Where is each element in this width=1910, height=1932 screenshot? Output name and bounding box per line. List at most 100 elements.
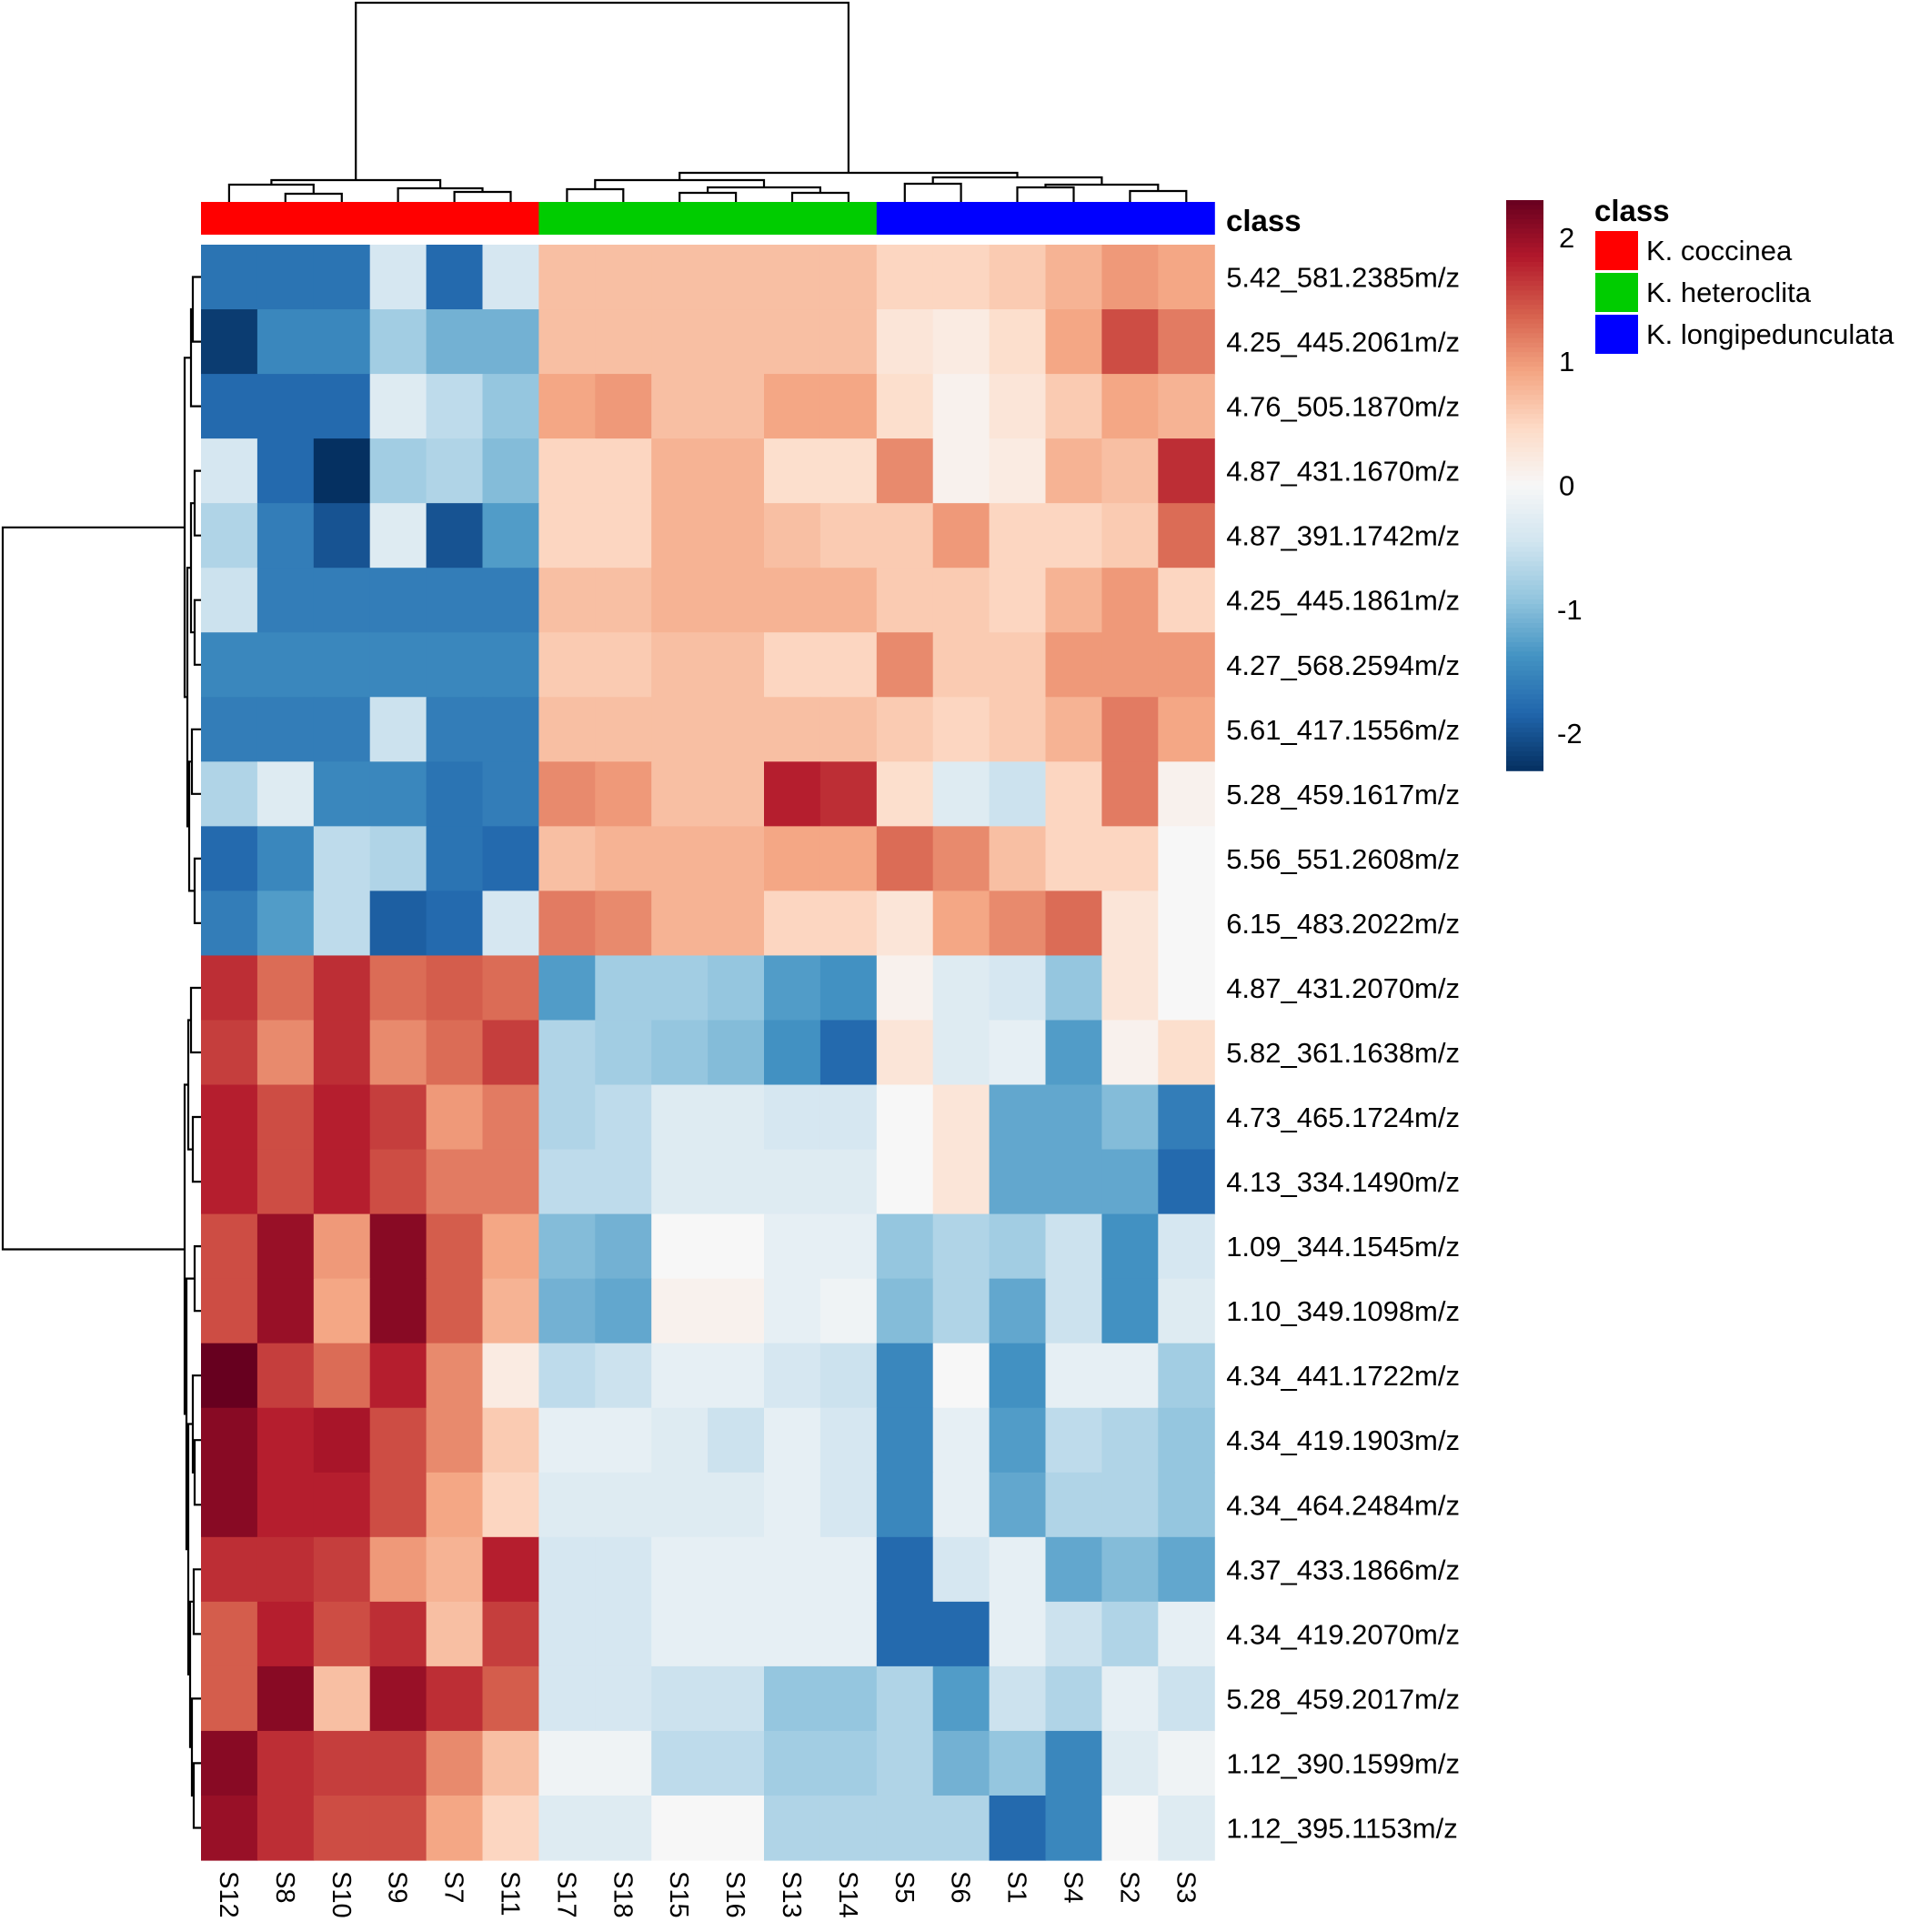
column-label: S6 [946,1871,975,1903]
column-label: S13 [777,1871,806,1918]
heatmap-cell [932,503,990,569]
heatmap-cell [482,1343,539,1409]
heatmap-cell [313,1795,371,1861]
column-label: S12 [214,1871,243,1918]
heatmap-cell [1045,761,1102,827]
heatmap-cell [651,1795,709,1861]
heatmap-cell [764,1536,821,1603]
heatmap-cell [426,1343,484,1409]
heatmap-cell [538,1278,596,1344]
heatmap-cell [595,1601,652,1667]
heatmap-cell [819,309,878,375]
heatmap-cell [651,1213,709,1280]
heatmap-cell [708,632,765,698]
row-label: 5.56_551.2608m/z [1226,843,1460,875]
color-scale-step [1506,542,1543,548]
heatmap-cell [876,309,934,375]
heatmap-cell [651,697,709,762]
heatmap-cell [1045,826,1102,891]
color-scale-step [1506,547,1543,553]
class-bar-segment [313,202,371,235]
legend-label: K. heteroclita [1646,277,1812,308]
heatmap-cell [1045,955,1102,1021]
color-scale-step [1506,442,1543,448]
heatmap-cell [932,1795,990,1861]
column-dendrogram-link [903,182,962,202]
heatmap-cell [369,1084,427,1151]
heatmap-cell [876,1536,934,1603]
heatmap-cell [1045,1730,1102,1796]
color-scale-step [1506,404,1543,410]
heatmap-cell [651,503,709,569]
heatmap-cell [201,438,258,504]
color-scale-step [1506,594,1543,600]
color-scale-step [1506,418,1543,425]
row-dendrogram-link [193,1439,201,1506]
heatmap-cell [989,955,1047,1021]
column-dendrogram-link [790,191,849,202]
heatmap-cell [369,503,427,569]
heatmap-cell [256,1278,315,1344]
heatmap-cell [819,568,878,633]
color-scale-step [1506,722,1543,729]
heatmap-cell [538,697,596,762]
heatmap-cell [1045,374,1102,439]
color-scale-step [1506,228,1543,235]
color-scale-step [1506,209,1543,216]
heatmap-cell [538,438,596,504]
heatmap-cell [595,309,652,375]
heatmap-cell [1101,1278,1159,1344]
row-label: 5.28_459.1617m/z [1226,779,1460,810]
heatmap-cell [313,245,371,310]
heatmap-cell [932,697,990,762]
heatmap-cell [595,1665,652,1732]
heatmap-cell [426,1730,484,1796]
heatmap-cell [538,632,596,698]
heatmap-cell [256,761,315,827]
heatmap-cell [1045,1020,1102,1086]
heatmap-cell [482,503,539,569]
heatmap-cell [256,438,315,504]
heatmap-cell [876,761,934,827]
heatmap-cell [369,1020,427,1086]
heatmap-cell [369,632,427,698]
heatmap-cell [876,632,934,698]
heatmap-cell [595,891,652,957]
heatmap-cell [482,632,539,698]
color-scale-step [1506,532,1543,538]
color-scale-step [1506,589,1543,596]
heatmap-cell [482,568,539,633]
heatmap-cell [876,1020,934,1086]
heatmap-cell [369,1730,427,1796]
heatmap-cell [595,1472,652,1538]
heatmap-cell [764,1601,821,1667]
heatmap-cell [595,1213,652,1280]
heatmap-cell [764,761,821,827]
heatmap-cell [256,1213,315,1280]
heatmap-cell [482,826,539,891]
heatmap-cell [764,1343,821,1409]
heatmap-cell [313,1149,371,1215]
heatmap-cell [482,1795,539,1861]
heatmap-cell [989,632,1047,698]
heatmap-cell [201,309,258,375]
heatmap-cell [256,1472,315,1538]
heatmap-cell [369,761,427,827]
color-scale-step [1506,347,1543,353]
row-label: 4.25_445.1861m/z [1226,585,1460,617]
heatmap-cell [595,374,652,439]
heatmap-cell [708,374,765,439]
row-label: 4.27_568.2594m/z [1226,649,1460,681]
heatmap-cell [876,1795,934,1861]
heatmap-cell [201,697,258,762]
color-scale-step [1506,395,1543,401]
heatmap-cell [201,1084,258,1151]
heatmap-cell [1045,1536,1102,1603]
heatmap-cell [651,826,709,891]
heatmap-cell [651,1343,709,1409]
color-scale-step [1506,709,1543,715]
column-label: S10 [327,1871,356,1918]
row-dendrogram-link [192,1568,201,1635]
heatmap-cell [482,1020,539,1086]
color-scale-step [1506,433,1543,439]
